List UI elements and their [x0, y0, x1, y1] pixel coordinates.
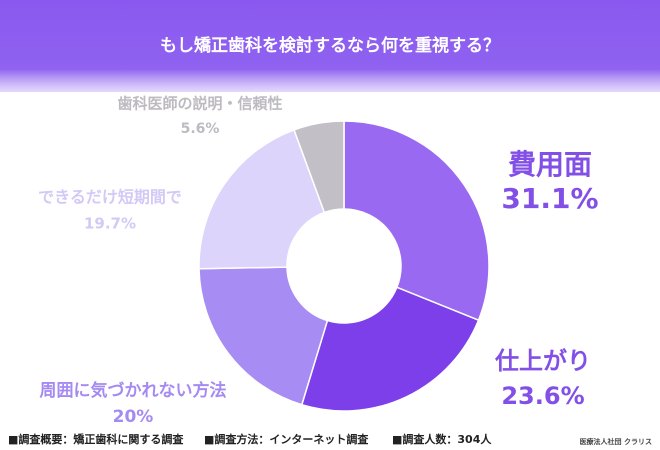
slice-label: 歯科医師の説明・信頼性 [117, 95, 282, 113]
header-band [0, 0, 660, 92]
slice-label: 費用面 [508, 148, 592, 181]
footer-item: ■調査方法：インターネット調査 [204, 432, 368, 446]
chart-title: もし矯正歯科を検討するなら何を重視する？ [160, 35, 500, 56]
footer-item: ■調査人数：304人 [392, 432, 492, 446]
slice-value-label: 20% [113, 407, 154, 427]
footer-credit: 医療法人社団 クラリス [580, 437, 652, 446]
slice-label: 周囲に気づかれない方法 [40, 380, 227, 401]
slice-value-label: 31.1% [501, 182, 598, 215]
donut-slice [300, 286, 480, 412]
donut-slice [343, 120, 490, 322]
slice-value-label: 5.6% [181, 121, 220, 137]
slice-value-label: 19.7% [84, 215, 136, 233]
donut-slice [198, 266, 329, 406]
donut-slice [293, 120, 345, 214]
slice-label: できるだけ短期間で [38, 188, 182, 207]
slice-value-label: 23.6% [501, 382, 584, 410]
footer-item: ■調査概要：矯正歯科に関する調査 [8, 432, 183, 446]
donut-slice [198, 128, 326, 270]
slice-label: 仕上がり [494, 347, 591, 375]
